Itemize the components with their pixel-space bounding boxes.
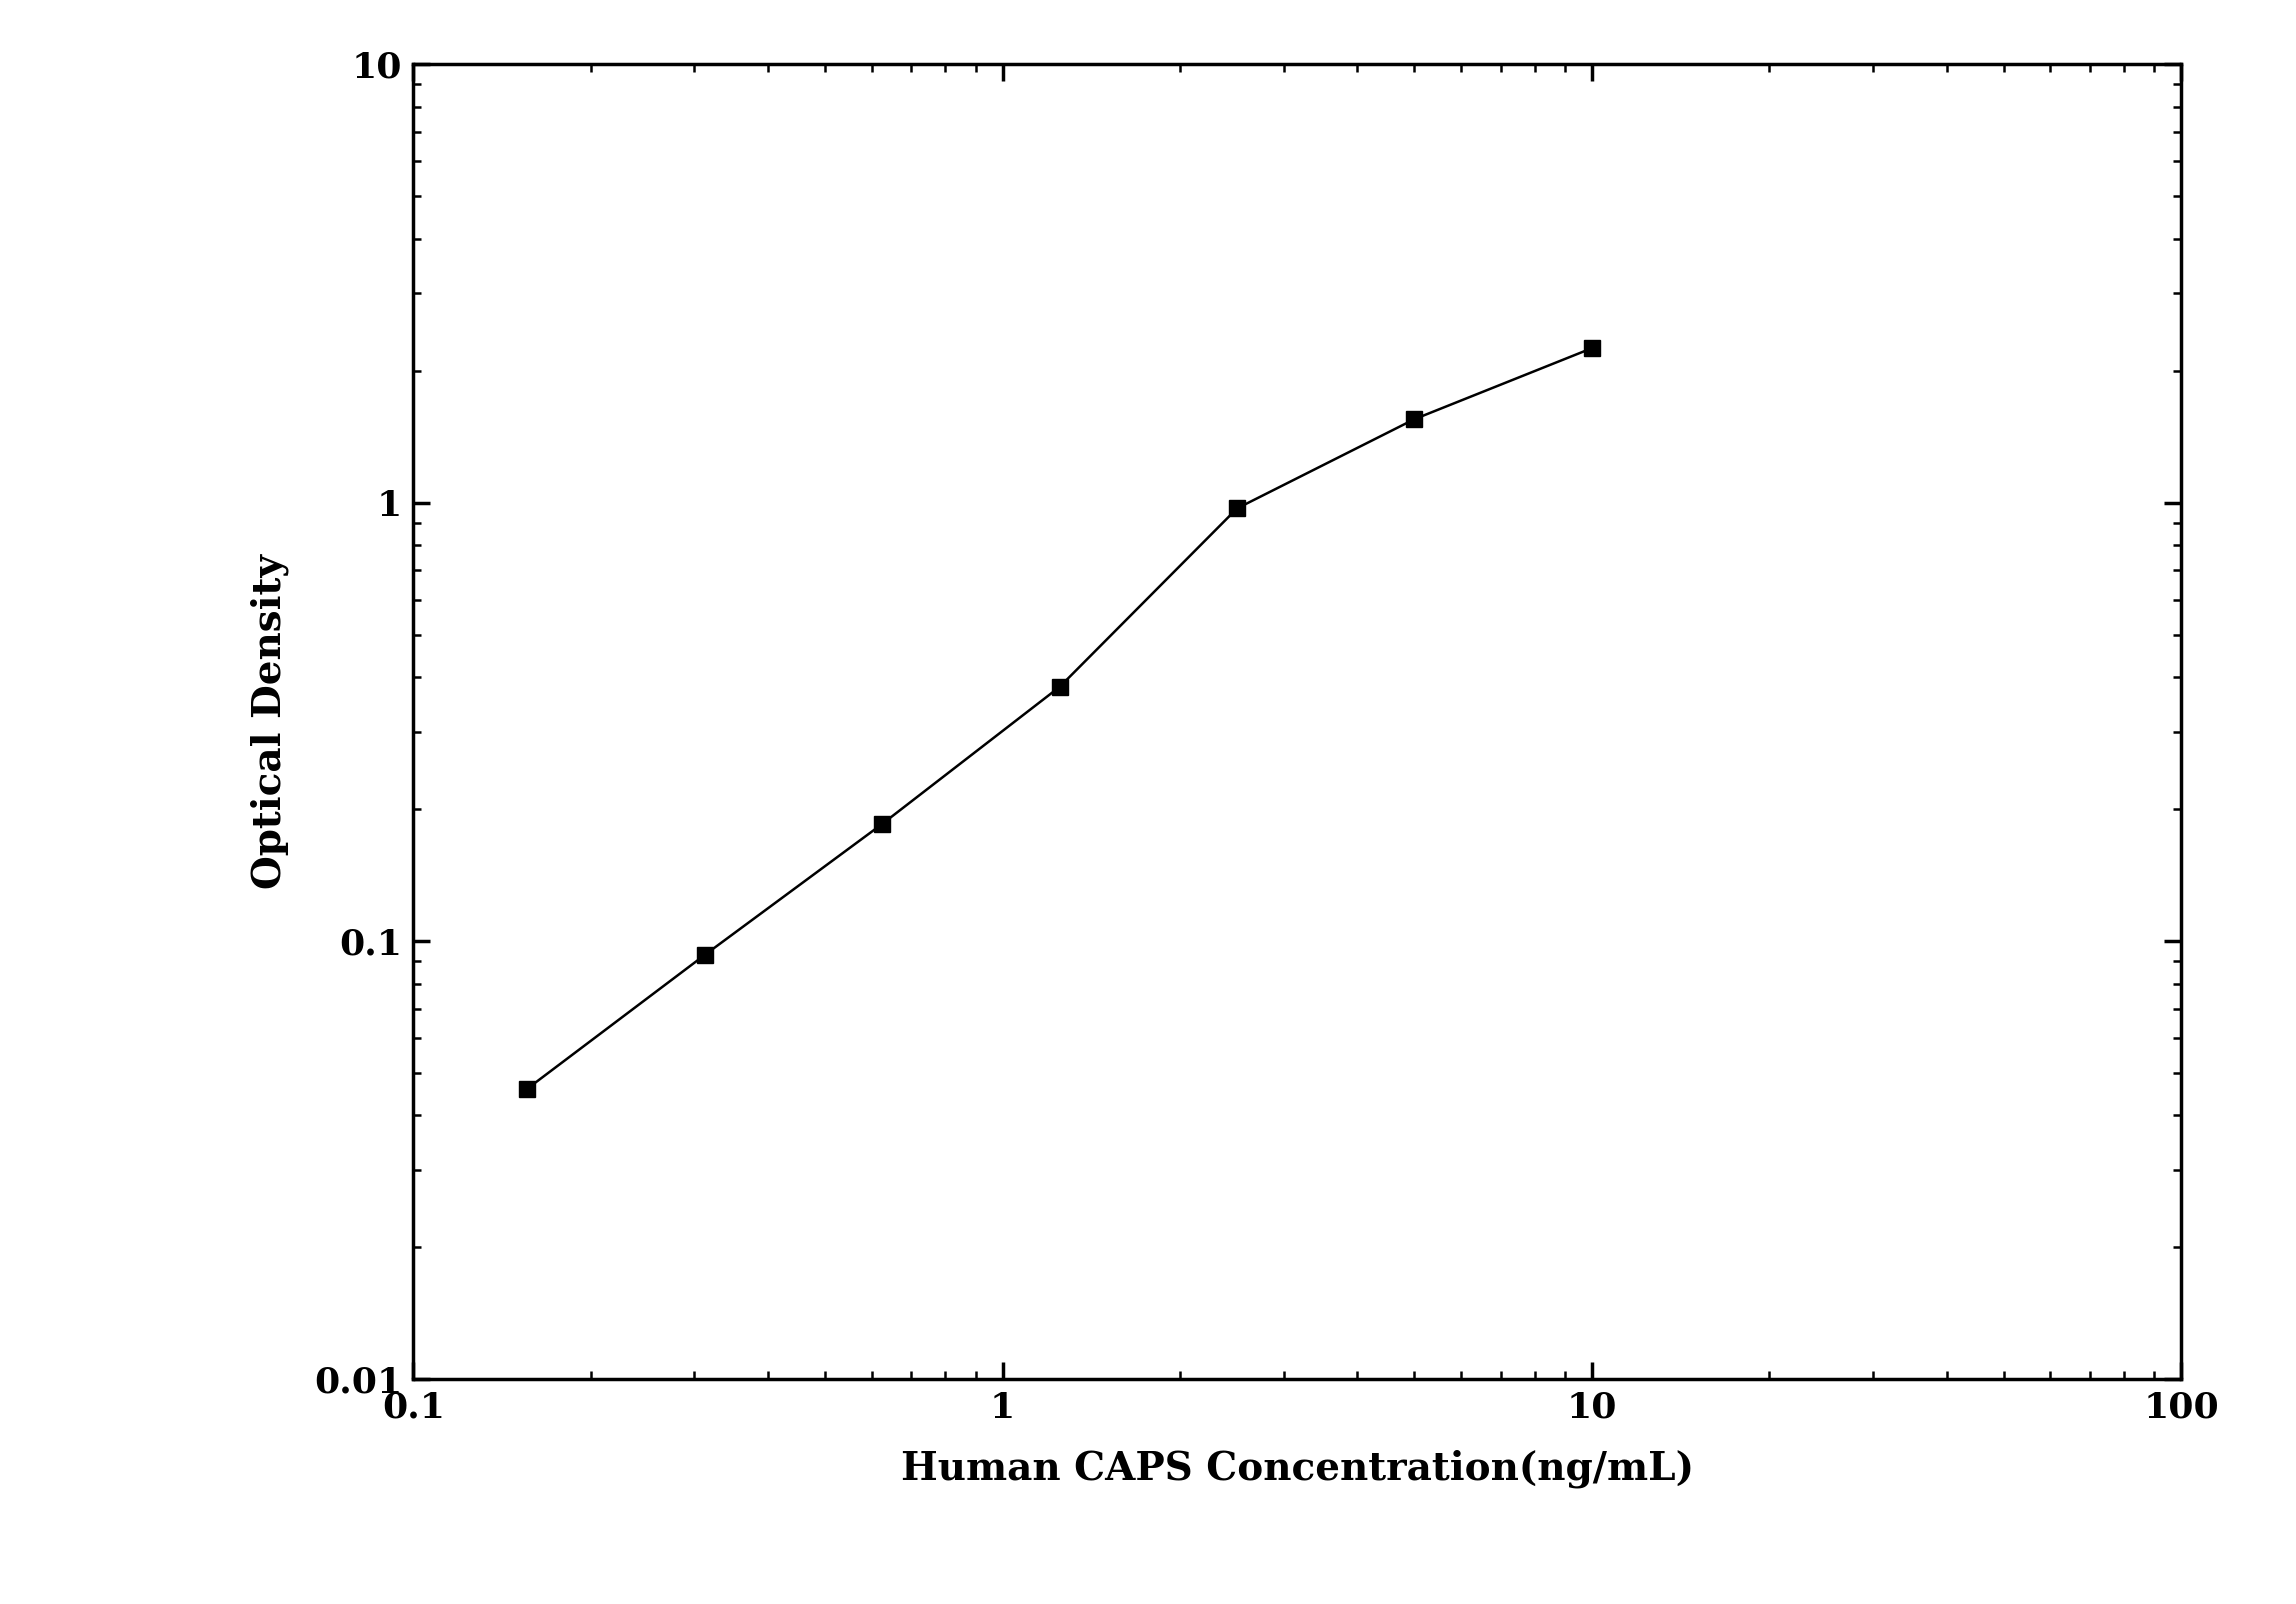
Y-axis label: Optical Density: Optical Density: [250, 555, 289, 889]
X-axis label: Human CAPS Concentration(ng/mL): Human CAPS Concentration(ng/mL): [900, 1450, 1694, 1489]
